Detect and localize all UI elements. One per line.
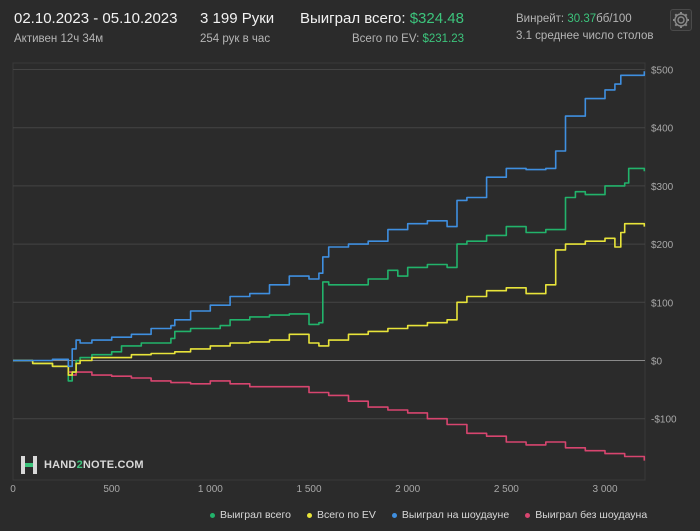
y-tick-label: $200 xyxy=(651,240,674,251)
y-tick-label: $400 xyxy=(651,124,674,135)
legend-item-1[interactable]: Всего по EV xyxy=(306,509,376,521)
chart-legend: Выиграл всего Всего по EV Выиграл на шоуда… xyxy=(210,509,663,523)
winrate: Винрейт: 30.37бб/100 xyxy=(516,13,632,25)
x-axis: 0 500 1 000 1 500 2 000 2 500 3 000 xyxy=(10,484,618,495)
date-range: 02.10.2023 - 05.10.2023 xyxy=(14,10,178,27)
hands-per-hour: 254 рук в час xyxy=(200,33,271,45)
ev-total-label: Всего по EV: xyxy=(352,33,420,45)
x-tick-label: 3 000 xyxy=(592,484,617,495)
y-axis: -$100 $0 $100 $200 $300 $400 $500 xyxy=(651,66,677,426)
y-tick-label: $300 xyxy=(651,182,674,193)
series-line-0 xyxy=(13,167,646,382)
grid xyxy=(12,62,646,481)
won-total-label: Выиграл всего: xyxy=(300,10,406,27)
series-line-3 xyxy=(13,359,646,461)
y-tick-label: $500 xyxy=(651,66,674,77)
hands-count: 3 199 Руки xyxy=(200,10,275,27)
avg-tables: 3.1 среднее число столов xyxy=(516,30,654,42)
legend-dot xyxy=(210,512,215,518)
winrate-unit: бб/100 xyxy=(596,13,632,25)
settings-button[interactable] xyxy=(670,9,692,31)
legend-item-2[interactable]: Выиграл на шоудауне xyxy=(391,509,510,521)
logo-text: HAND2NOTE.COM xyxy=(44,459,144,471)
x-tick-label: 2 000 xyxy=(395,484,420,495)
y-tick-label: $100 xyxy=(651,298,674,309)
series-line-1 xyxy=(13,222,646,376)
y-tick-label: $0 xyxy=(651,357,663,368)
x-tick-label: 0 xyxy=(10,484,16,495)
y-tick-label: -$100 xyxy=(651,415,677,426)
hand2note-logo-icon xyxy=(21,456,37,474)
plot-area xyxy=(12,62,646,481)
legend-label: Выиграл всего xyxy=(220,509,291,521)
x-tick-label: 2 500 xyxy=(494,484,519,495)
legend-dot xyxy=(391,512,397,518)
won-total: Выиграл всего: $324.48 xyxy=(300,10,464,27)
ev-total-value: $231.23 xyxy=(422,33,465,45)
won-total-value: $324.48 xyxy=(409,10,464,27)
legend-label: Всего по EV xyxy=(316,509,376,521)
winrate-value: 30.37 xyxy=(567,13,597,25)
series-line-2 xyxy=(13,71,646,368)
legend-dot xyxy=(525,512,531,518)
ev-total: Всего по EV: $231.23 xyxy=(352,33,464,45)
legend-item-0[interactable]: Выиграл всего xyxy=(210,509,291,521)
legend-dot xyxy=(306,512,312,518)
legend-item-3[interactable]: Выиграл без шоудауна xyxy=(525,509,647,521)
gear-icon xyxy=(673,12,689,28)
active-time: Активен 12ч 34м xyxy=(14,33,104,45)
winrate-label: Винрейт: xyxy=(516,13,565,25)
legend-label: Выиграл без шоудауна xyxy=(535,509,648,521)
x-tick-label: 1 500 xyxy=(296,484,321,495)
summary-header: 02.10.2023 - 05.10.2023 Активен 12ч 34м … xyxy=(0,0,700,60)
x-tick-label: 500 xyxy=(103,484,120,495)
legend-label: Выиграл на шоудауне xyxy=(401,509,510,521)
series-lines xyxy=(13,71,646,461)
x-tick-label: 1 000 xyxy=(198,484,223,495)
